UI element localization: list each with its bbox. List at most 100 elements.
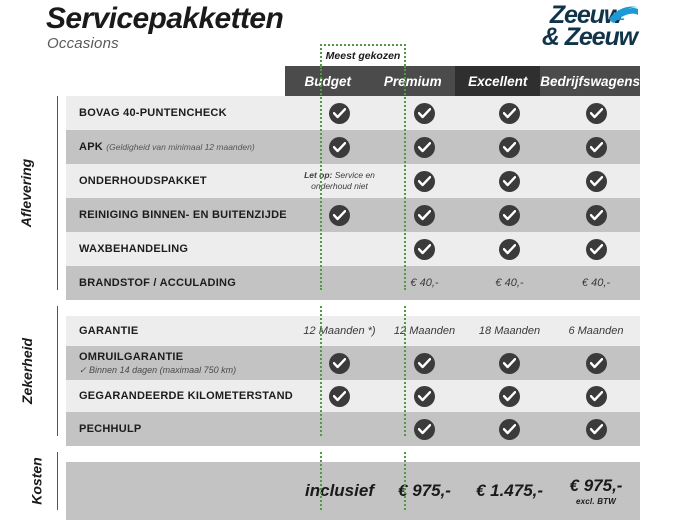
cell-premium xyxy=(382,412,467,446)
cell-premium xyxy=(382,198,467,232)
row-label-text: BRANDSTOF / ACCULADING xyxy=(79,277,237,289)
table-row: APK (Geldigheid van minimaal 12 maanden) xyxy=(66,130,640,164)
cell-bedrijfswagens xyxy=(552,412,640,446)
check-icon xyxy=(414,238,435,260)
section-label-aflevering-text: Aflevering xyxy=(17,158,34,228)
svg-text:Z: Z xyxy=(615,7,626,24)
section-kosten: inclusief € 975,- € 1.475,- € 975,- excl… xyxy=(66,462,640,520)
section-zekerheid: GARANTIE 12 Maanden *) 12 Maanden 18 Maa… xyxy=(66,316,640,446)
check-icon xyxy=(414,102,435,124)
cell-excellent xyxy=(467,412,552,446)
row-label-text: WAXBEHANDELING xyxy=(79,243,189,255)
kosten-bedrijfswagens-price: € 975,- xyxy=(569,476,623,495)
row-label: BRANDSTOF / ACCULADING xyxy=(66,266,297,300)
section-divider xyxy=(66,300,640,316)
cell-premium: € 40,- xyxy=(382,266,467,300)
check-icon xyxy=(499,352,520,374)
check-icon xyxy=(499,102,520,124)
section-divider-2 xyxy=(66,446,640,462)
cell-premium xyxy=(382,380,467,412)
swoosh-icon: Z xyxy=(609,6,639,24)
cell-premium xyxy=(382,232,467,266)
cell-bedrijfswagens xyxy=(552,96,640,130)
cell-bedrijfswagens xyxy=(552,346,640,380)
check-icon xyxy=(585,136,607,158)
cell-premium: 12 Maanden xyxy=(382,316,467,346)
cell-premium xyxy=(382,130,467,164)
cell-value: € 40,- xyxy=(581,277,611,289)
row-label-text: APK (Geldigheid van minimaal 12 maanden) xyxy=(79,141,297,153)
row-label: BOVAG 40-PUNTENCHECK xyxy=(66,96,297,130)
check-icon xyxy=(585,385,607,407)
cell-excellent xyxy=(467,380,552,412)
cell-bedrijfswagens xyxy=(552,198,640,232)
check-icon xyxy=(414,418,435,440)
check-icon xyxy=(414,136,435,158)
check-icon xyxy=(414,170,435,192)
cell-budget xyxy=(297,96,382,130)
column-header-excellent[interactable]: Excellent xyxy=(455,66,541,96)
row-label-main: APK xyxy=(79,141,103,153)
cell-excellent: € 40,- xyxy=(467,266,552,300)
cell-value: 12 Maanden xyxy=(393,325,456,337)
cell-budget: Let op: Service en onderhoud niet xyxy=(297,164,382,198)
comparison-table: Budget Premium Excellent Bedrijfswagens … xyxy=(66,66,640,520)
page-header: Servicepakketten Occasions Zeeuw Z & Zee… xyxy=(0,0,685,62)
cell-budget xyxy=(297,232,382,266)
cell-excellent xyxy=(467,198,552,232)
logo-line-1: Zeeuw Z xyxy=(542,3,639,28)
check-icon xyxy=(585,418,607,440)
header-spacer xyxy=(66,66,285,96)
fineprint-block: Het Excellent-servicepakket kan uitsluit… xyxy=(643,96,683,506)
table-column-headers: Budget Premium Excellent Bedrijfswagens xyxy=(66,66,640,96)
cell-excellent xyxy=(467,164,552,198)
column-header-budget[interactable]: Budget xyxy=(285,66,371,96)
table-row: OMRUILGARANTIE ✓ Binnen 14 dagen (maxima… xyxy=(66,346,640,380)
cell-value: 6 Maanden xyxy=(568,325,624,337)
kosten-btw-note: excl. BTW xyxy=(575,497,617,506)
check-icon xyxy=(585,170,607,192)
check-icon xyxy=(499,418,520,440)
cell-excellent xyxy=(467,346,552,380)
most-chosen-badge: Meest gekozen xyxy=(320,44,406,66)
cell-bedrijfswagens: 6 Maanden xyxy=(552,316,640,346)
check-icon xyxy=(414,385,435,407)
table-row: GARANTIE 12 Maanden *) 12 Maanden 18 Maa… xyxy=(66,316,640,346)
cell-excellent xyxy=(467,130,552,164)
check-icon xyxy=(329,385,350,407)
table-row: BOVAG 40-PUNTENCHECK xyxy=(66,96,640,130)
cell-budget xyxy=(297,346,382,380)
kosten-bedrijfswagens: € 975,- excl. BTW xyxy=(552,476,640,506)
cell-note-bold: Let op: xyxy=(304,170,333,180)
check-icon xyxy=(499,170,520,192)
section-label-kosten-text: Kosten xyxy=(28,457,45,505)
cell-note-text: Service en onderhoud niet xyxy=(311,170,375,191)
row-label-text: GARANTIE xyxy=(79,325,139,337)
table-row: ONDERHOUDSPAKKET Let op: Service en onde… xyxy=(66,164,640,198)
cell-premium xyxy=(382,96,467,130)
section-label-aflevering: Aflevering xyxy=(0,96,60,290)
cell-budget: 12 Maanden *) xyxy=(297,316,382,346)
check-icon xyxy=(329,102,350,124)
row-label: REINIGING BINNEN- EN BUITENZIJDE xyxy=(66,198,297,232)
cell-budget xyxy=(297,130,382,164)
row-label: GARANTIE xyxy=(66,316,297,346)
check-icon xyxy=(329,204,350,226)
column-header-bedrijfswagens[interactable]: Bedrijfswagens xyxy=(540,66,640,96)
row-label-text: BOVAG 40-PUNTENCHECK xyxy=(79,107,227,119)
cell-budget xyxy=(297,198,382,232)
brand-logo: Zeeuw Z & Zeeuw xyxy=(541,3,639,51)
kosten-premium: € 975,- xyxy=(398,481,451,500)
row-label: OMRUILGARANTIE ✓ Binnen 14 dagen (maxima… xyxy=(66,346,297,380)
row-label-text: OMRUILGARANTIE xyxy=(79,350,184,363)
cell-note: Let op: Service en onderhoud niet xyxy=(297,170,382,192)
kosten-excellent: € 1.475,- xyxy=(475,481,544,500)
check-icon xyxy=(499,385,520,407)
section-rule-aflevering xyxy=(57,96,58,290)
logo-line-2: & Zeeuw xyxy=(541,23,638,51)
check-icon xyxy=(329,352,350,374)
cell-bedrijfswagens: € 40,- xyxy=(552,266,640,300)
cell-excellent xyxy=(467,96,552,130)
check-icon xyxy=(585,102,607,124)
column-header-premium[interactable]: Premium xyxy=(370,66,456,96)
